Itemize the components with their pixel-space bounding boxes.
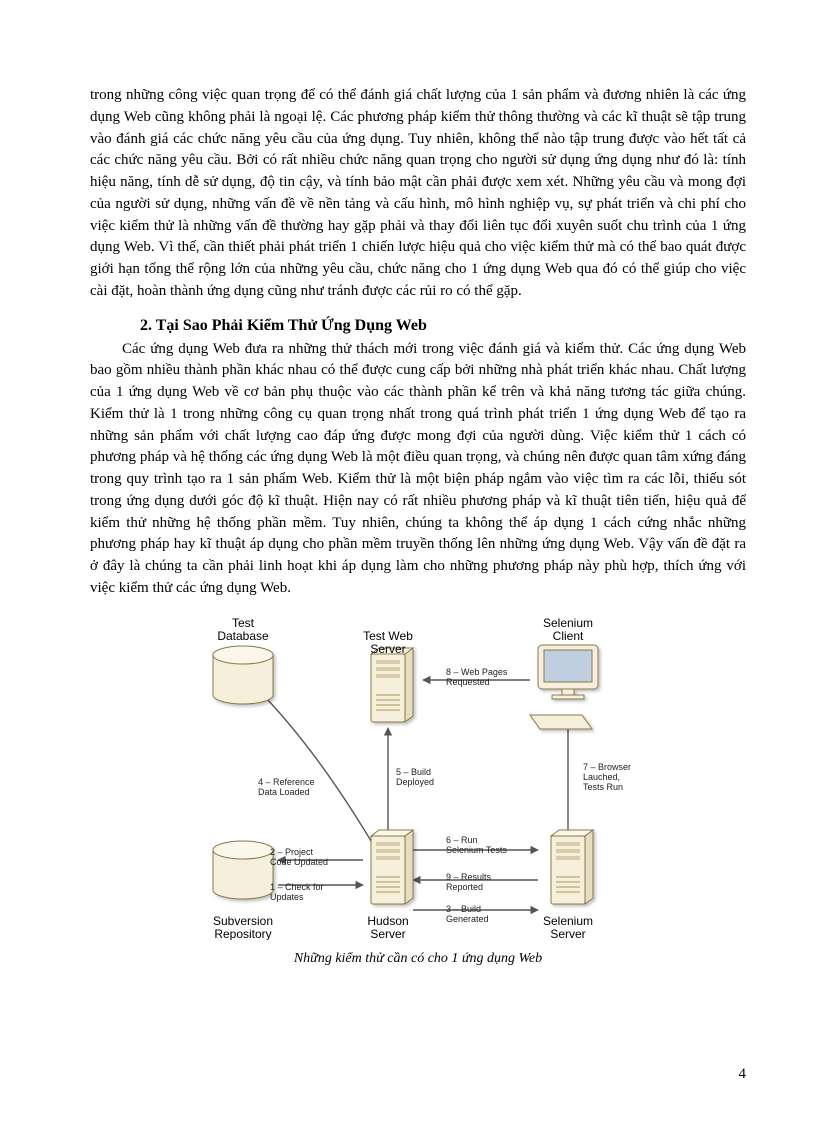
svg-text:Tests Run: Tests Run	[583, 782, 623, 792]
svg-text:Deployed: Deployed	[396, 777, 434, 787]
svg-text:6 – Run: 6 – Run	[446, 835, 478, 845]
svg-text:4 – Reference: 4 – Reference	[258, 777, 315, 787]
svg-text:8 – Web Pages: 8 – Web Pages	[446, 667, 508, 677]
svg-text:1 – Check for: 1 – Check for	[270, 882, 324, 892]
svg-text:Requested: Requested	[446, 677, 490, 687]
architecture-diagram: TestDatabaseTest WebServerSeleniumClient…	[158, 610, 678, 967]
svg-text:Hudson: Hudson	[367, 914, 408, 928]
svg-text:3 – Build: 3 – Build	[446, 904, 481, 914]
svg-text:Test: Test	[232, 616, 255, 630]
svg-text:Server: Server	[370, 642, 405, 656]
svg-text:Server: Server	[370, 927, 405, 940]
svg-text:Generated: Generated	[446, 914, 489, 924]
svg-text:Updates: Updates	[270, 892, 304, 902]
svg-text:Repository: Repository	[214, 927, 271, 940]
paragraph-2: Các ứng dụng Web đưa ra những thử thách …	[90, 339, 746, 600]
svg-text:Selenium Tests: Selenium Tests	[446, 845, 507, 855]
page-number: 4	[739, 1066, 747, 1083]
heading-why-test-web: 2. Tại Sao Phải Kiểm Thử Ứng Dụng Web	[140, 317, 746, 335]
svg-text:Data Loaded: Data Loaded	[258, 787, 310, 797]
svg-text:Subversion: Subversion	[213, 914, 273, 928]
svg-text:7 – Browser: 7 – Browser	[583, 762, 631, 772]
svg-text:2 – Project: 2 – Project	[270, 847, 314, 857]
diagram-caption: Những kiểm thử cần có cho 1 ứng dụng Web	[158, 951, 678, 967]
svg-text:Lauched,: Lauched,	[583, 772, 620, 782]
paragraph-1: trong những công việc quan trọng để có t…	[90, 85, 746, 303]
svg-text:Selenium: Selenium	[543, 616, 593, 630]
svg-text:Selenium: Selenium	[543, 914, 593, 928]
svg-text:Client: Client	[553, 629, 584, 643]
svg-text:9 – Results: 9 – Results	[446, 872, 492, 882]
svg-text:Code Updated: Code Updated	[270, 857, 328, 867]
svg-text:Server: Server	[550, 927, 585, 940]
svg-text:5 – Build: 5 – Build	[396, 767, 431, 777]
svg-text:Test Web: Test Web	[363, 629, 413, 643]
svg-text:Reported: Reported	[446, 882, 483, 892]
svg-text:Database: Database	[217, 629, 269, 643]
